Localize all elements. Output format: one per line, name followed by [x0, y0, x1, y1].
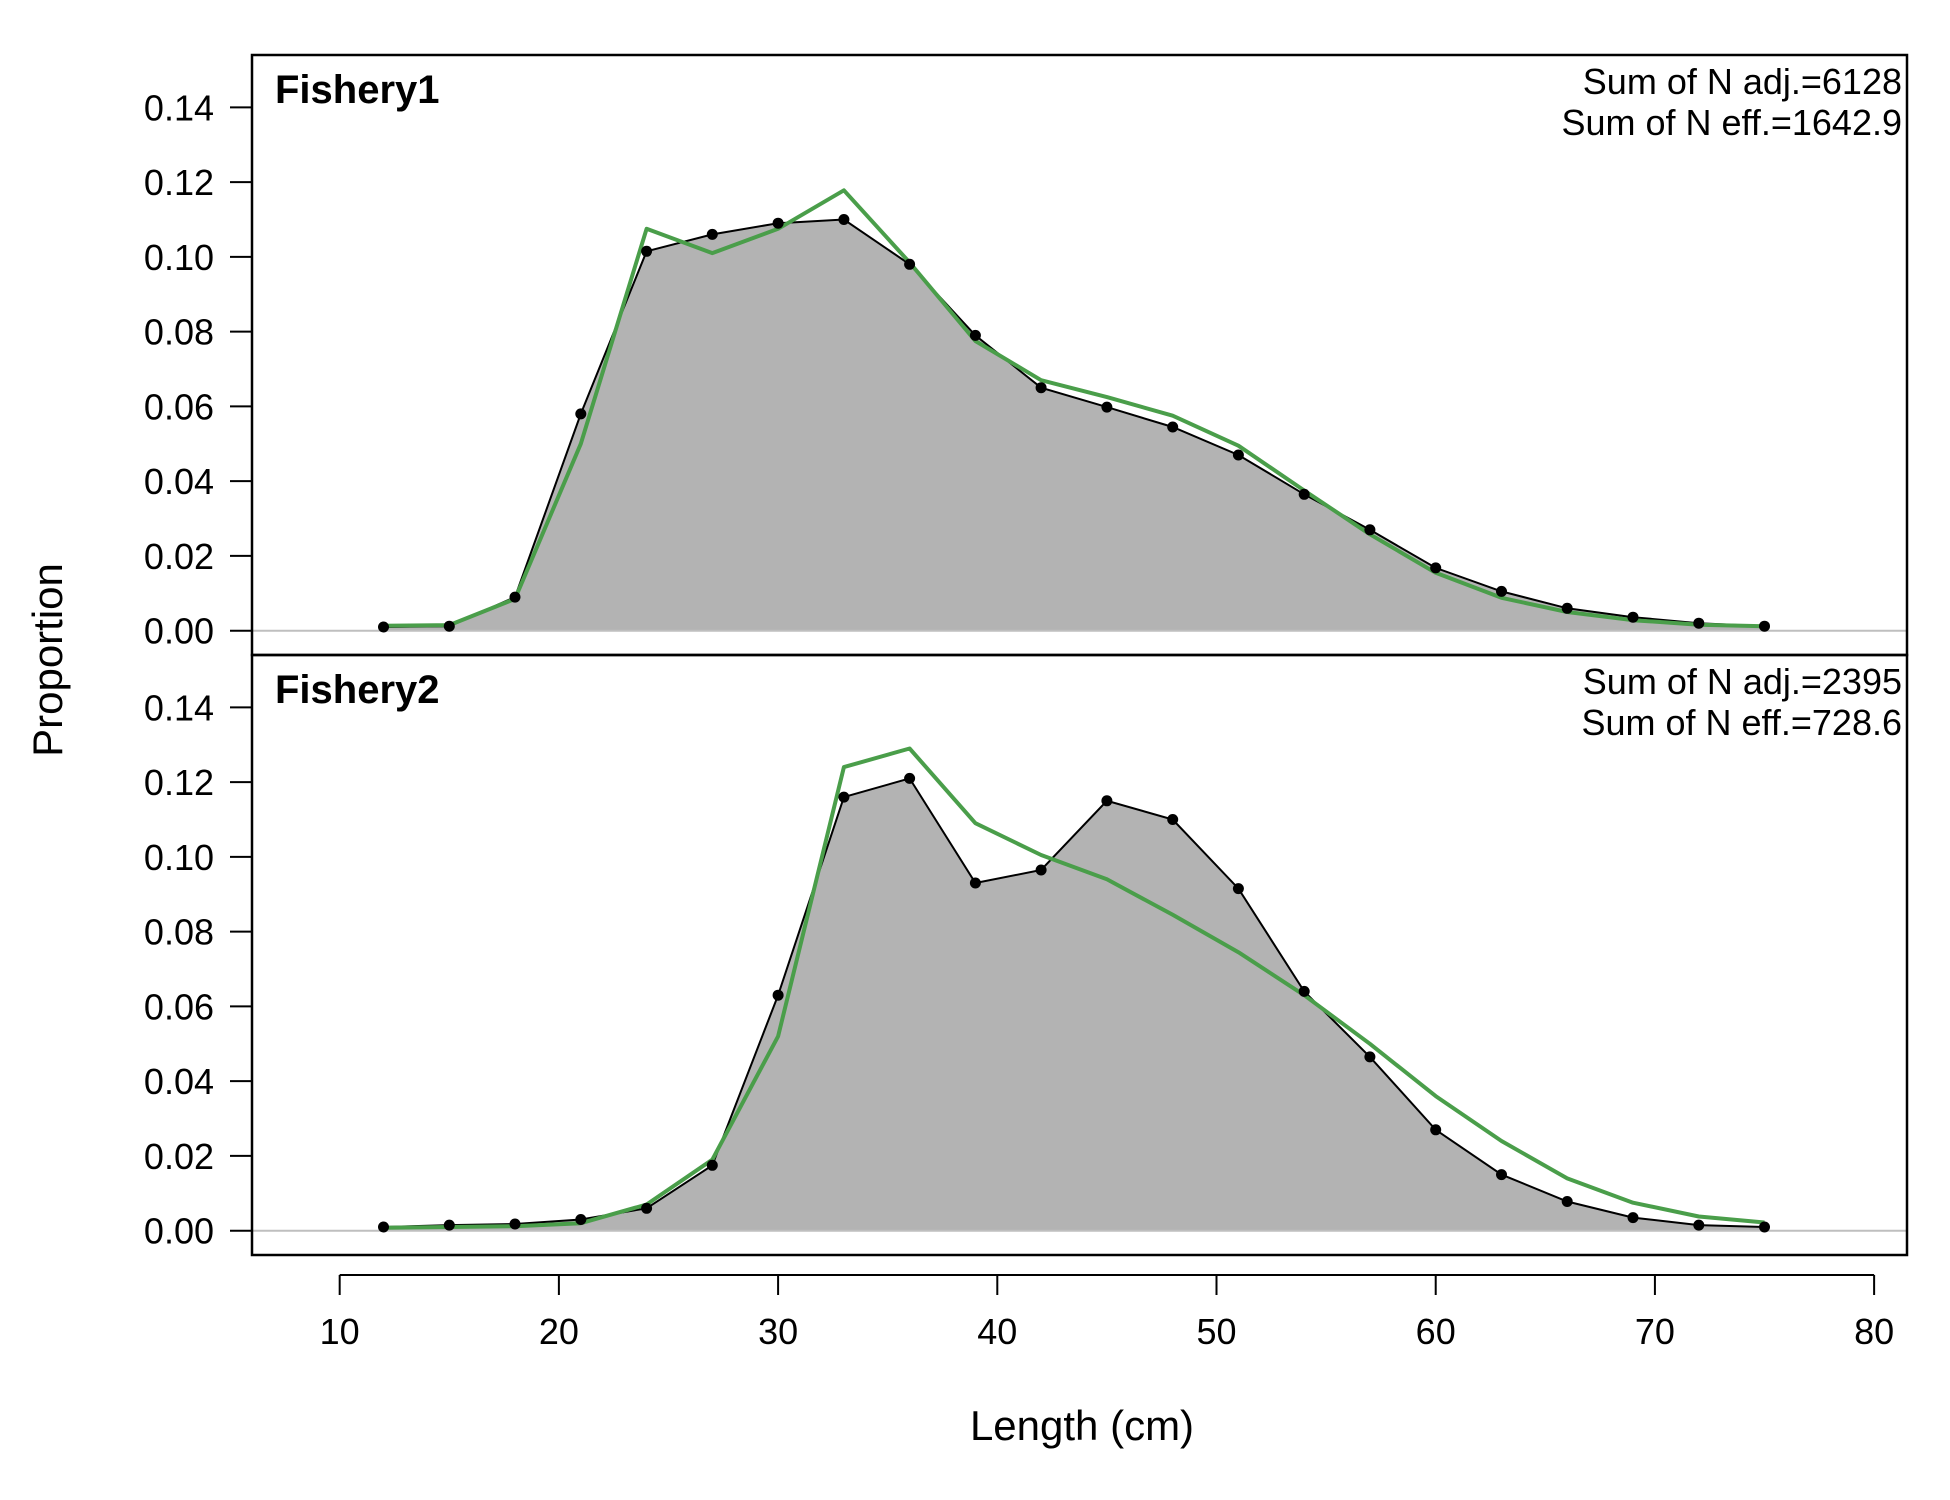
observed-point [1232, 883, 1244, 895]
observed-point [1035, 864, 1047, 876]
observed-point [443, 1219, 455, 1231]
y-tick-label: 0.08 [144, 312, 214, 353]
y-tick-label: 0.12 [144, 162, 214, 203]
observed-point [1759, 1221, 1770, 1233]
observed-point [904, 772, 916, 784]
x-tick-label: 80 [1854, 1311, 1894, 1352]
observed-point [1101, 795, 1113, 807]
x-tick-label: 60 [1416, 1311, 1456, 1352]
y-tick-label: 0.04 [144, 461, 214, 502]
expected-line [383, 188, 1765, 629]
y-tick-label: 0.04 [144, 1061, 214, 1102]
observed-point [706, 228, 718, 240]
observed-point [1496, 1169, 1507, 1181]
y-tick-label: 0.12 [144, 762, 214, 803]
observed-point [1298, 985, 1310, 997]
observed-point [1627, 611, 1639, 623]
observed-point [575, 1214, 587, 1225]
observed-point [706, 1159, 718, 1171]
observed-point [641, 1202, 653, 1214]
y-tick-label: 0.06 [144, 386, 214, 427]
y-tick-label: 0.14 [144, 687, 214, 728]
y-tick-label: 0.00 [144, 611, 214, 652]
observed-point [1101, 401, 1113, 413]
panel-title: Fishery2 [275, 668, 440, 712]
x-tick-label: 30 [758, 1311, 798, 1352]
expected-line [383, 746, 1765, 1230]
x-tick-label: 20 [539, 1311, 579, 1352]
observed-area [383, 219, 1765, 631]
observed-point [772, 217, 784, 229]
y-tick-label: 0.10 [144, 237, 214, 278]
observed-point [1561, 1196, 1573, 1207]
observed-point [1035, 382, 1047, 394]
observed-point [1693, 1219, 1705, 1231]
observed-point [1561, 602, 1573, 614]
panel-frame [250, 653, 1909, 1257]
observed-point [509, 1218, 521, 1230]
observed-point [838, 791, 850, 803]
y-tick-label: 0.06 [144, 986, 214, 1027]
observed-area [383, 778, 1765, 1231]
x-tick-label: 70 [1635, 1311, 1675, 1352]
observed-point [1167, 421, 1179, 433]
observed-point [378, 621, 389, 633]
observed-point [1364, 1051, 1376, 1063]
y-tick-label: 0.02 [144, 536, 214, 577]
observed-point [969, 877, 981, 889]
sum-annotation: Sum of N eff.=728.6 [1581, 702, 1902, 743]
panel-title: Fishery1 [275, 68, 440, 112]
y-tick-label: 0.10 [144, 837, 214, 878]
sum-annotation: Sum of N eff.=1642.9 [1561, 102, 1902, 143]
observed-point [1759, 620, 1770, 632]
observed-point [969, 329, 981, 341]
x-axis-title: Length (cm) [970, 1402, 1194, 1449]
observed-point [443, 620, 455, 632]
y-tick-label: 0.08 [144, 912, 214, 953]
observed-point [1298, 488, 1310, 500]
x-tick-label: 40 [977, 1311, 1017, 1352]
x-tick-label: 10 [320, 1311, 360, 1352]
observed-point [1627, 1212, 1639, 1224]
panel-2: 0.00 0.02 0.04 0.06 0.08 0.10 0.12 0.14 Fishery2… [144, 653, 1909, 1257]
y-tick-label: 0.00 [144, 1211, 214, 1252]
observed-point [509, 591, 521, 603]
x-tick-label: 50 [1196, 1311, 1236, 1352]
observed-point [1693, 617, 1705, 629]
observed-point [575, 408, 587, 420]
observed-point [1232, 449, 1244, 461]
observed-point [1430, 562, 1442, 574]
observed-point [772, 989, 784, 1001]
sum-annotation: Sum of N adj.=6128 [1583, 61, 1902, 102]
x-axis: 10 20 30 40 50 60 70 80 [320, 1274, 1894, 1352]
observed-point [1496, 585, 1507, 597]
y-tick-label: 0.14 [144, 87, 214, 128]
observed-point [838, 214, 850, 225]
sum-annotation: Sum of N adj.=2395 [1583, 661, 1902, 702]
observed-point [1167, 814, 1179, 825]
y-axis-title: Proportion [24, 563, 71, 757]
observed-point [378, 1221, 389, 1233]
observed-point [904, 258, 916, 270]
observed-point [1430, 1124, 1442, 1136]
observed-point [1364, 524, 1376, 536]
observed-point [641, 245, 653, 257]
y-tick-label: 0.02 [144, 1136, 214, 1177]
